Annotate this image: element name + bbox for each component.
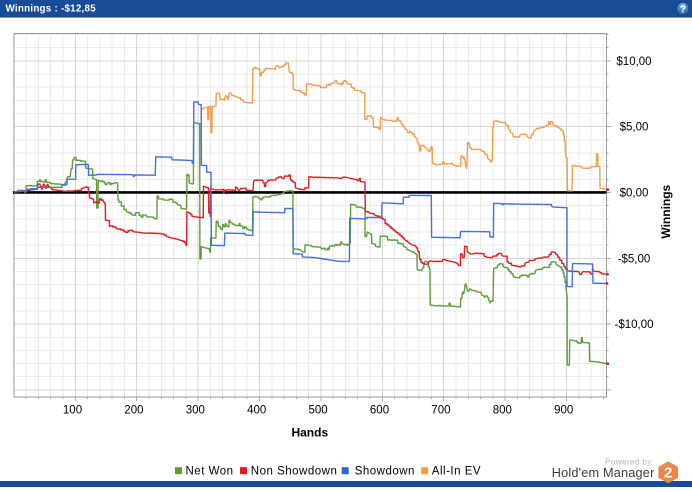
svg-text:800: 800 — [493, 405, 512, 417]
svg-text:900: 900 — [554, 405, 573, 417]
svg-text:Hands: Hands — [291, 425, 328, 439]
svg-text:Winnings: Winnings — [659, 184, 673, 238]
svg-text:$10,00: $10,00 — [616, 56, 651, 68]
svg-text:-$10,00: -$10,00 — [614, 319, 653, 331]
svg-text:500: 500 — [309, 405, 328, 417]
svg-text:100: 100 — [63, 405, 82, 417]
svg-text:Showdown: Showdown — [355, 466, 415, 478]
svg-text:700: 700 — [431, 405, 450, 417]
svg-text:?: ? — [680, 3, 686, 15]
svg-text:2: 2 — [664, 465, 672, 482]
svg-text:All-In EV: All-In EV — [432, 466, 481, 478]
svg-text:-$5,00: -$5,00 — [618, 253, 651, 265]
svg-text:Non Showdown: Non Showdown — [251, 466, 338, 478]
svg-text:Winnings : -$12,85: Winnings : -$12,85 — [6, 4, 97, 15]
svg-text:300: 300 — [186, 405, 205, 417]
svg-text:Net Won: Net Won — [186, 466, 234, 478]
svg-text:200: 200 — [124, 405, 143, 417]
svg-text:400: 400 — [247, 405, 266, 417]
svg-text:$0,00: $0,00 — [620, 188, 649, 200]
svg-text:Powered by: Powered by — [605, 457, 652, 467]
svg-text:600: 600 — [370, 405, 389, 417]
svg-text:$5,00: $5,00 — [620, 122, 649, 134]
svg-text:Hold'em Manager: Hold'em Manager — [552, 466, 655, 480]
